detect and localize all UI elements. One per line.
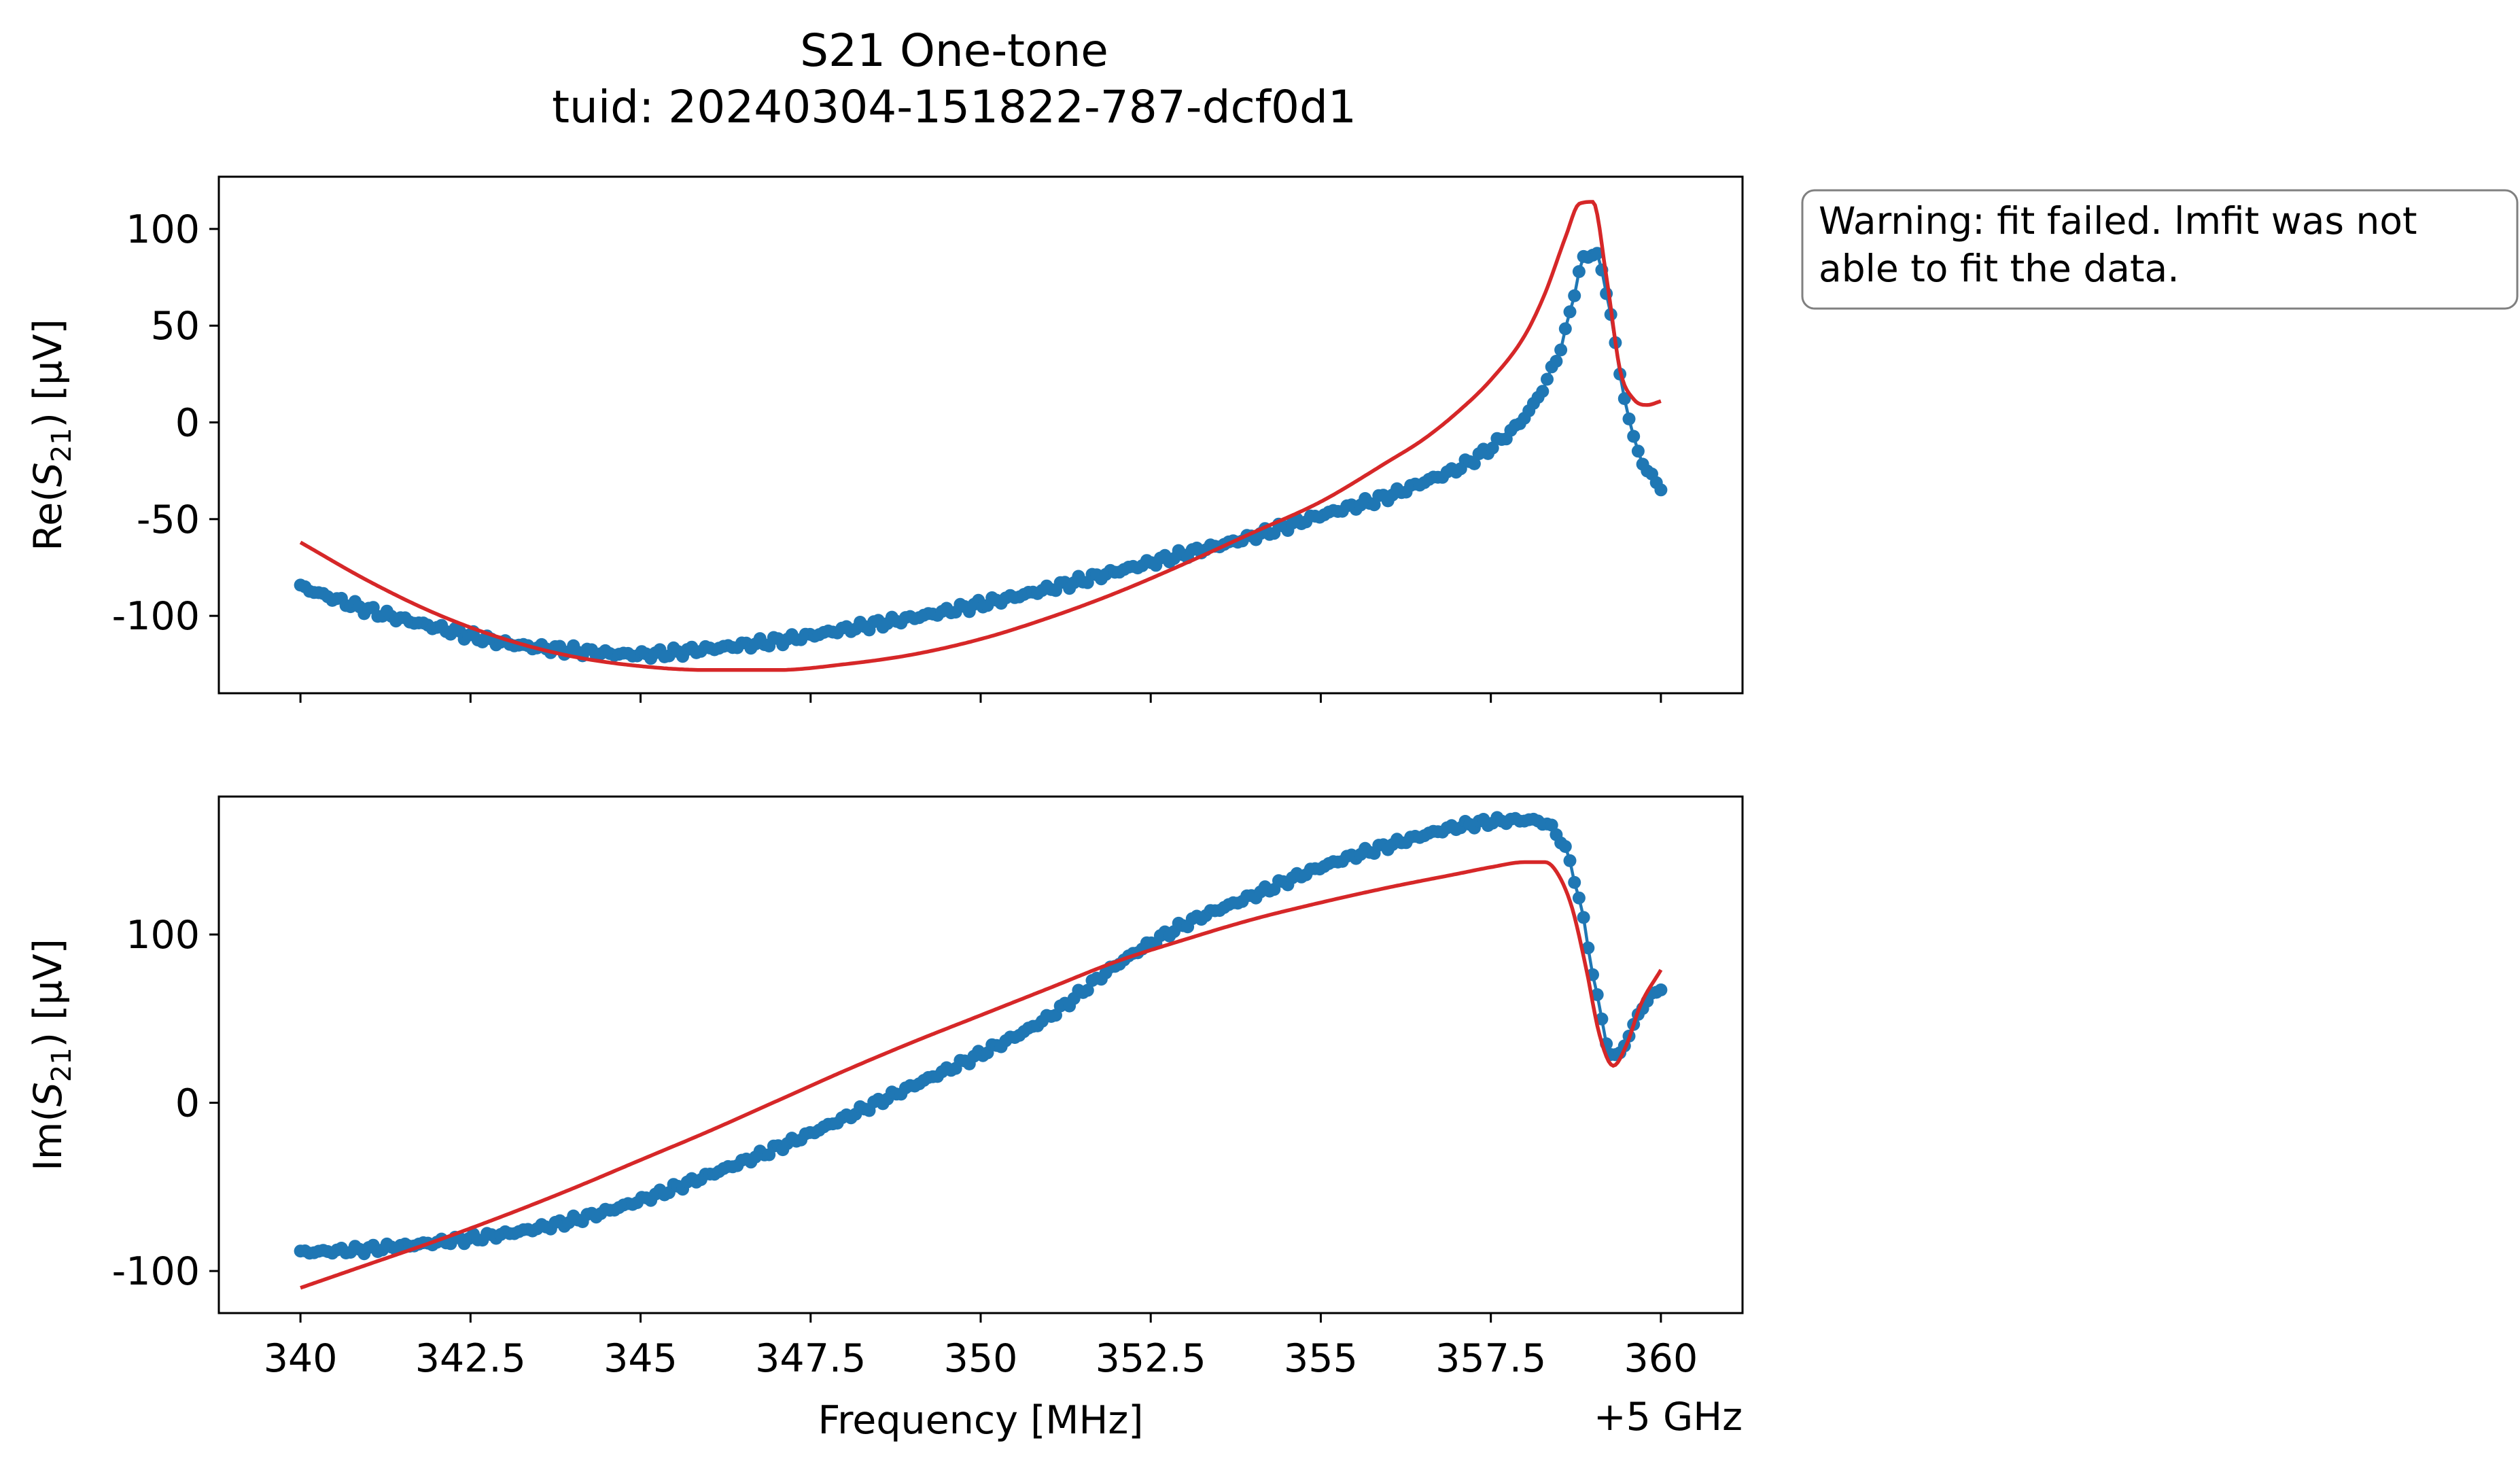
x-tick-label: 345 bbox=[603, 1336, 678, 1381]
data-point bbox=[1536, 385, 1550, 398]
real-part-x-ticks bbox=[299, 693, 1662, 703]
data-point bbox=[1627, 430, 1641, 443]
imaginary-part-x-ticks: 340 342.5 345 347.5 350 352.5 355 357.5 360 bbox=[264, 1313, 1698, 1381]
data-point bbox=[1554, 343, 1568, 357]
data-point bbox=[1563, 305, 1577, 319]
x-tick-label: 347.5 bbox=[755, 1336, 866, 1381]
y-tick-label: 0 bbox=[175, 1081, 200, 1126]
fit-warning-box: Warning: fit failed. lmfit was not able … bbox=[1801, 189, 2519, 310]
imaginary-part-y-axis-label: Im(S21) [µV] bbox=[26, 939, 77, 1171]
imaginary-part-data-markers bbox=[294, 811, 1668, 1261]
real-part-plot-area bbox=[294, 200, 1668, 672]
data-point bbox=[1631, 444, 1645, 458]
data-point bbox=[1550, 355, 1563, 368]
y-tick-label: 50 bbox=[150, 304, 200, 349]
x-tick-label: 357.5 bbox=[1435, 1336, 1546, 1381]
data-point bbox=[1654, 983, 1668, 996]
imaginary-part-fit-line bbox=[300, 860, 1663, 1290]
figure-subtitle: tuid: 20240304-151822-787-dcf0d1 bbox=[552, 81, 1357, 133]
data-point bbox=[1081, 983, 1094, 997]
data-point bbox=[1617, 392, 1631, 405]
y-tick-label: -50 bbox=[137, 498, 200, 542]
data-point bbox=[1558, 840, 1572, 853]
x-tick-label: 340 bbox=[264, 1336, 338, 1381]
y-tick-label: 0 bbox=[175, 400, 200, 445]
imaginary-part-plot-area bbox=[294, 811, 1668, 1290]
real-part-y-ticks: 100 50 0 -50 -100 bbox=[112, 207, 219, 639]
data-point bbox=[1654, 483, 1668, 497]
real-part-fit-line bbox=[299, 200, 1662, 672]
fit-warning-line-1: Warning: fit failed. lmfit was not bbox=[1819, 199, 2417, 243]
data-point bbox=[1581, 941, 1595, 955]
data-point bbox=[1558, 322, 1572, 336]
data-point bbox=[1622, 412, 1636, 425]
data-point bbox=[1568, 289, 1581, 302]
data-point bbox=[1572, 891, 1586, 905]
figure-title: S21 One-tone bbox=[800, 24, 1108, 77]
data-point bbox=[1467, 457, 1481, 470]
x-tick-label: 360 bbox=[1624, 1336, 1698, 1381]
y-tick-label: 100 bbox=[126, 207, 200, 252]
real-part-panel: 100 50 0 -50 -100 Re(S21) [µV] bbox=[26, 175, 1744, 703]
x-tick-label: 355 bbox=[1284, 1336, 1358, 1381]
data-point bbox=[1590, 988, 1604, 1001]
data-point bbox=[1541, 372, 1554, 386]
data-point bbox=[1545, 818, 1558, 832]
fit-warning-line-2: able to fit the data. bbox=[1819, 247, 2180, 290]
data-point bbox=[1568, 875, 1581, 889]
y-tick-label: 100 bbox=[126, 913, 200, 958]
data-point bbox=[1572, 265, 1586, 279]
data-point bbox=[1590, 247, 1604, 260]
x-offset-label: +5 GHz bbox=[1594, 1395, 1743, 1439]
x-axis-label: Frequency [MHz] bbox=[818, 1398, 1143, 1443]
y-tick-label: -100 bbox=[112, 594, 200, 639]
data-point bbox=[1563, 854, 1577, 867]
x-tick-label: 342.5 bbox=[415, 1336, 526, 1381]
x-tick-label: 352.5 bbox=[1096, 1336, 1206, 1381]
data-point bbox=[1577, 911, 1590, 924]
x-tick-label: 350 bbox=[944, 1336, 1018, 1381]
y-tick-label: -100 bbox=[112, 1249, 200, 1294]
imaginary-part-y-ticks: 100 0 -100 bbox=[112, 913, 219, 1294]
imaginary-part-data-line bbox=[300, 815, 1662, 1257]
real-part-data-markers bbox=[294, 247, 1668, 665]
real-part-y-axis-label: Re(S21) [µV] bbox=[26, 319, 77, 551]
imaginary-part-panel: 100 0 -100 340 342.5 345 347.5 350 352.5 355 357.… bbox=[26, 795, 1744, 1443]
fit-warning-frame bbox=[1801, 189, 2519, 310]
data-point bbox=[1595, 1012, 1609, 1026]
